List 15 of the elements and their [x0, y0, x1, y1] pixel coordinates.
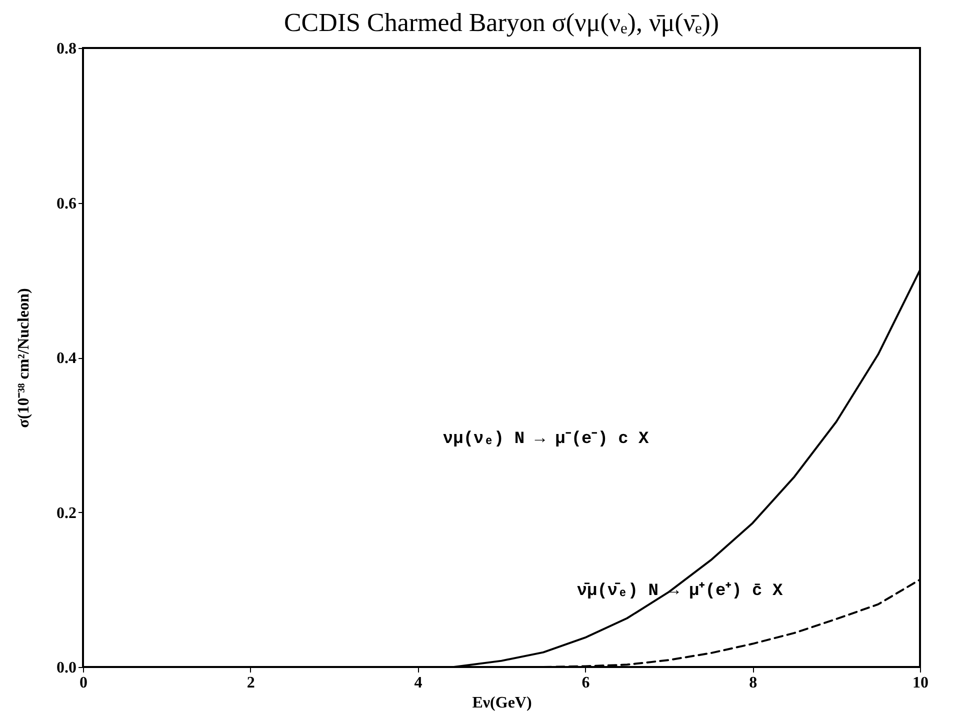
- x-tick-label: 10: [912, 674, 928, 692]
- y-tick-label: 0.8: [56, 40, 76, 58]
- chart-title: CCDIS Charmed Baryon σ(νμ(νₑ), ν̄μ(ν̄ₑ)): [284, 8, 720, 37]
- y-tick-label: 0.6: [56, 195, 76, 212]
- x-tick-label: 4: [414, 674, 422, 692]
- x-tick-label: 8: [749, 674, 758, 692]
- y-tick-label: 0.4: [56, 350, 76, 367]
- y-tick-label: 0.2: [56, 504, 76, 522]
- x-axis-title: Eν(GeV): [472, 694, 532, 712]
- x-tick-label: 6: [582, 674, 590, 692]
- annotation: νμ(νₑ) N → μ⁻(e⁻) c X: [442, 430, 650, 449]
- x-tick-label: 0: [80, 674, 88, 692]
- x-tick-label: 2: [246, 674, 255, 692]
- y-axis-title: σ(10⁻³⁸ cm²/Nucleon): [16, 288, 32, 428]
- y-tick-label: 0.0: [56, 660, 76, 676]
